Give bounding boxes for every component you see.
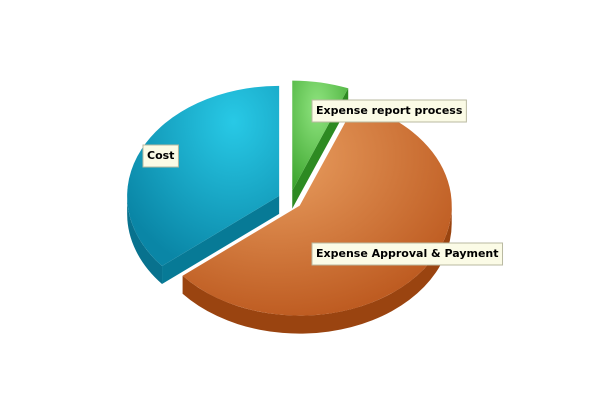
slice-label-0: Expense report process — [311, 99, 467, 123]
slice-label-box — [311, 99, 467, 123]
slice-label-box — [311, 242, 504, 266]
pie-slice-2 — [127, 85, 280, 285]
slice-label-box — [142, 144, 179, 168]
pie-slice-side — [127, 195, 163, 285]
pie-slice-top — [127, 85, 280, 267]
slice-label-2: Cost — [142, 144, 179, 168]
pie-slice-side — [182, 205, 452, 334]
pie-slice-edge — [162, 195, 280, 285]
slice-label-1: Expense Approval & Payment — [311, 242, 504, 266]
slice-label-text: Expense Approval & Payment — [316, 247, 499, 260]
slice-label-text: Expense report process — [316, 104, 463, 117]
slice-label-text: Cost — [147, 149, 174, 162]
